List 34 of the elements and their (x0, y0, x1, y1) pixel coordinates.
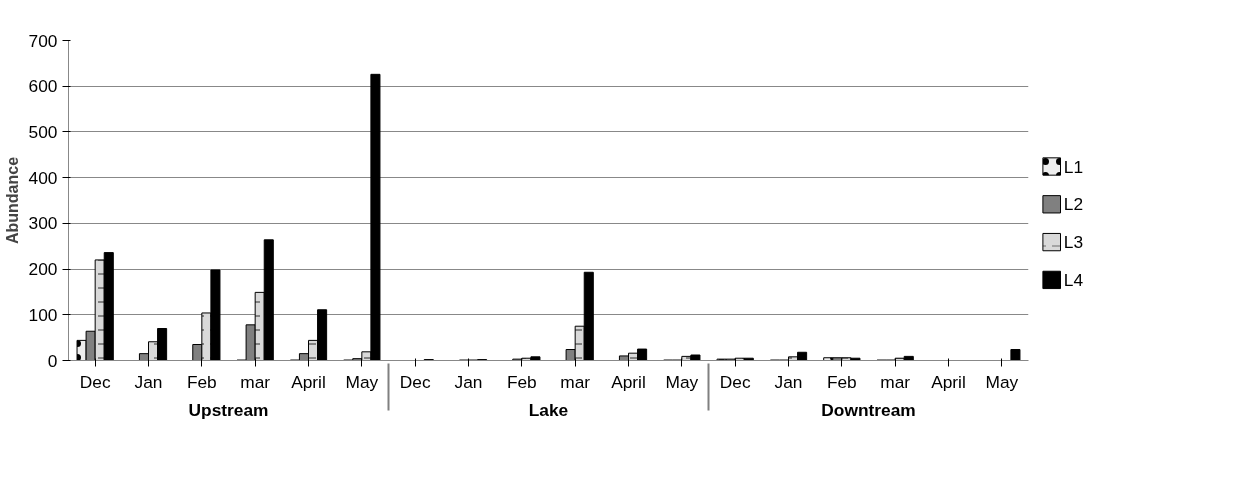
legend-label: L2 (1063, 194, 1084, 215)
x-tick-label: Dec (79, 371, 111, 392)
x-tick-label: Jan (774, 371, 803, 392)
x-tick-label: Jan (134, 371, 163, 392)
x-tick-label: Jan (454, 371, 483, 392)
y-tick-label: 0 (47, 350, 58, 371)
y-tick-label: 500 (28, 121, 58, 142)
text: Downtream (821, 399, 916, 420)
x-tick-label: mar (560, 371, 591, 392)
legend-label: L1 (1063, 156, 1084, 177)
y-tick-label: 700 (28, 30, 58, 51)
x-tick-label: Dec (399, 371, 431, 392)
x-tick-label: Feb (826, 371, 857, 392)
x-tick-label: May (345, 371, 379, 392)
x-tick-label: May (985, 371, 1019, 392)
text: Upstream (188, 399, 269, 420)
x-tick-label: May (665, 371, 699, 392)
x-tick-label: Feb (186, 371, 217, 392)
x-tick-label: April (611, 371, 646, 392)
x-tick-label: mar (240, 371, 271, 392)
x-tick-label: mar (880, 371, 911, 392)
y-tick-label: 200 (28, 259, 58, 280)
x-tick-label: April (931, 371, 966, 392)
y-tick-label: 300 (28, 213, 58, 234)
x-tick-label: Feb (506, 371, 537, 392)
legend-label: L4 (1063, 269, 1084, 290)
legend-label: L3 (1063, 232, 1084, 253)
y-tick-label: 600 (28, 76, 58, 97)
y-axis-title: Abundance (3, 156, 21, 245)
text: Lake (528, 399, 569, 420)
x-tick-label: April (291, 371, 326, 392)
y-tick-label: 400 (28, 167, 58, 188)
x-tick-label: Dec (719, 371, 751, 392)
y-tick-label: 100 (28, 304, 58, 325)
